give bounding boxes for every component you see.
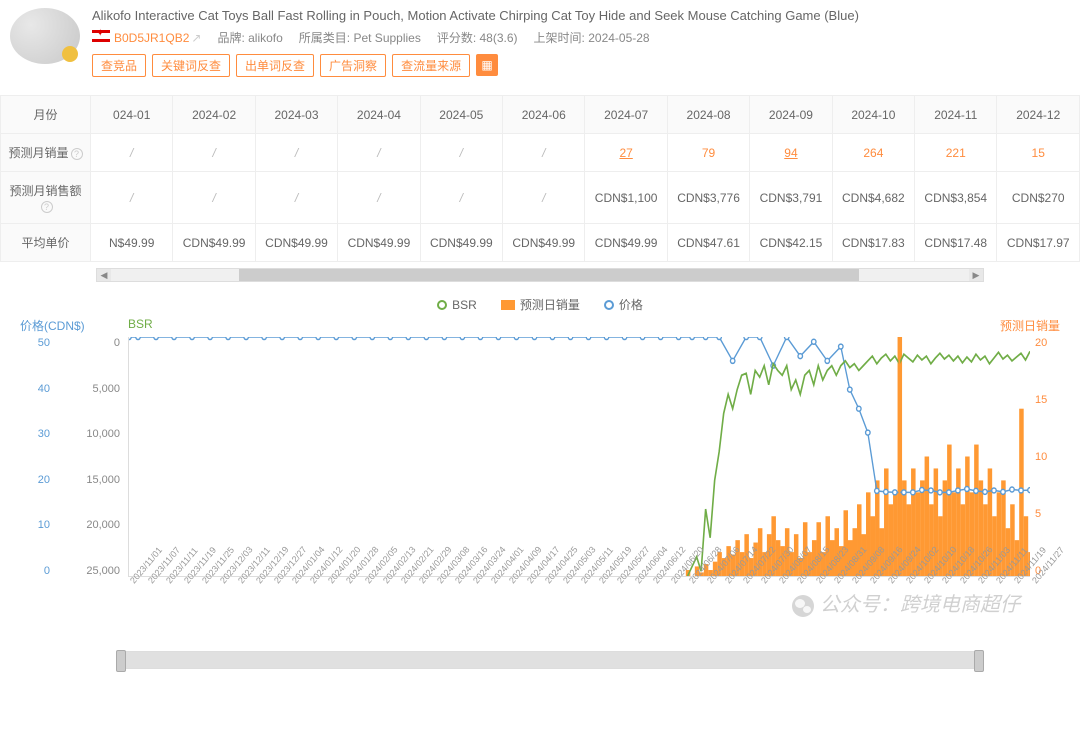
table-scrollbar[interactable]: ◀ ▶	[96, 268, 984, 282]
chart-brush[interactable]	[120, 651, 980, 669]
legend-sales[interactable]: 预测日销量	[501, 296, 580, 313]
x-ticks: 2023/11/012023/11/072023/11/112023/11/19…	[128, 579, 1030, 647]
chart-legend: BSR 预测日销量 价格	[0, 296, 1080, 313]
asin-link[interactable]: B0D5JR1QB2	[114, 31, 189, 45]
scroll-thumb[interactable]	[239, 269, 859, 281]
sales-table: 月份024-012024-022024-032024-042024-052024…	[0, 95, 1080, 282]
action-button[interactable]: 查流量来源	[392, 54, 470, 77]
external-link-icon[interactable]: ↗	[191, 31, 201, 45]
scroll-right-icon[interactable]: ▶	[969, 269, 983, 281]
action-button[interactable]: 关键词反查	[152, 54, 230, 77]
y1-axis-label: 价格(CDN$)	[20, 317, 85, 334]
y3-axis-label: 预测日销量	[1000, 317, 1060, 334]
action-button[interactable]: 查竞品	[92, 54, 146, 77]
product-thumbnail[interactable]	[10, 8, 80, 64]
category-label: 所属类目: Pet Supplies	[299, 29, 421, 46]
brand-label: 品牌: alikofo	[217, 29, 282, 46]
product-header: Alikofo Interactive Cat Toys Ball Fast R…	[0, 0, 1080, 85]
action-button[interactable]: 出单词反查	[236, 54, 314, 77]
legend-bsr[interactable]: BSR	[437, 296, 477, 313]
y2-ticks: 05,00010,00015,00020,00025,000	[80, 337, 120, 577]
scroll-left-icon[interactable]: ◀	[97, 269, 111, 281]
action-button[interactable]: 广告洞察	[320, 54, 386, 77]
brush-handle-right[interactable]	[974, 650, 984, 672]
product-meta: B0D5JR1QB2↗ 品牌: alikofo 所属类目: Pet Suppli…	[92, 29, 1070, 46]
y2-axis-label: BSR	[128, 317, 153, 331]
chart-plot[interactable]	[128, 337, 1030, 577]
y3-ticks: 20151050	[1035, 337, 1060, 577]
sales-chart: 价格(CDN$) BSR 预测日销量 50403020100 05,00010,…	[20, 317, 1060, 647]
grid-icon[interactable]: ▦	[476, 54, 498, 76]
brush-handle-left[interactable]	[116, 650, 126, 672]
listed-label: 上架时间: 2024-05-28	[534, 29, 650, 46]
legend-price[interactable]: 价格	[604, 296, 643, 313]
action-buttons: 查竞品关键词反查出单词反查广告洞察查流量来源 ▦	[92, 54, 1070, 77]
flag-ca-icon	[92, 30, 110, 42]
y1-ticks: 50403020100	[20, 337, 50, 577]
product-title[interactable]: Alikofo Interactive Cat Toys Ball Fast R…	[92, 8, 1070, 23]
reviews-label: 评分数: 48(3.6)	[437, 29, 518, 46]
